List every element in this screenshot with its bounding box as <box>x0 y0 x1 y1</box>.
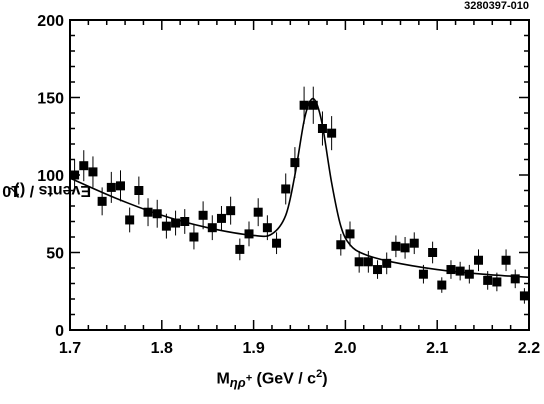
y-tick-label: 50 <box>46 246 64 263</box>
data-point <box>308 100 318 110</box>
data-point <box>391 241 401 251</box>
x-tick-label: 1.9 <box>242 340 264 357</box>
data-point <box>336 240 346 250</box>
data-points <box>70 100 529 301</box>
data-point <box>418 269 428 279</box>
data-point <box>501 255 511 265</box>
data-point <box>244 229 254 239</box>
x-tick-label: 2.1 <box>426 340 448 357</box>
figure-tag: 3280397-010 <box>464 0 529 12</box>
data-point <box>409 238 419 248</box>
data-point <box>161 221 171 231</box>
data-point <box>474 255 484 265</box>
data-point <box>253 207 263 217</box>
x-tick-label: 2.0 <box>334 340 356 357</box>
data-point <box>207 223 217 233</box>
data-point <box>226 206 236 216</box>
data-point <box>455 266 465 276</box>
data-point <box>189 232 199 242</box>
data-point <box>115 181 125 191</box>
data-point <box>97 196 107 206</box>
data-point <box>281 184 291 194</box>
data-point <box>106 182 116 192</box>
data-point <box>272 238 282 248</box>
y-tick-label: 200 <box>37 13 64 30</box>
data-point <box>382 258 392 268</box>
data-point <box>510 274 520 284</box>
data-point <box>363 257 373 267</box>
fit-curve <box>69 97 530 279</box>
data-point <box>519 291 529 301</box>
plot-frame <box>69 19 530 331</box>
data-point <box>70 170 80 180</box>
data-point <box>400 243 410 253</box>
x-tick-label: 1.8 <box>151 340 173 357</box>
data-point <box>428 248 438 257</box>
data-point <box>464 269 474 279</box>
x-tick-label: 1.7 <box>59 340 81 357</box>
data-point <box>171 218 181 228</box>
y-tick-label: 100 <box>37 168 64 185</box>
data-point <box>373 265 383 275</box>
data-point <box>483 275 493 285</box>
data-point <box>437 280 447 290</box>
data-point <box>492 277 502 287</box>
data-point <box>327 128 337 138</box>
axis-tick-labels: 1.7 1.8 1.9 2.0 2.1 2.2 0 50 100 150 200 <box>37 13 540 357</box>
data-point <box>354 257 364 267</box>
axis-ticks <box>69 19 530 331</box>
data-point <box>299 100 309 110</box>
y-axis-label: Events / (10 MeV / c2) <box>0 182 92 199</box>
y-tick-label: 0 <box>55 323 64 340</box>
data-point <box>262 223 272 233</box>
y-tick-label: 150 <box>37 91 64 108</box>
x-axis-label: Mηρ+ (GeV / c2) <box>216 368 328 391</box>
data-point <box>143 207 153 217</box>
data-point <box>446 265 456 275</box>
data-point <box>79 161 89 171</box>
data-point <box>125 215 135 225</box>
data-point <box>290 158 300 168</box>
data-point <box>345 229 355 239</box>
data-point <box>216 213 226 223</box>
data-point <box>198 210 208 220</box>
data-point <box>134 186 144 195</box>
data-point <box>235 244 245 254</box>
data-point <box>88 167 98 177</box>
x-tick-label: 2.2 <box>518 340 540 357</box>
